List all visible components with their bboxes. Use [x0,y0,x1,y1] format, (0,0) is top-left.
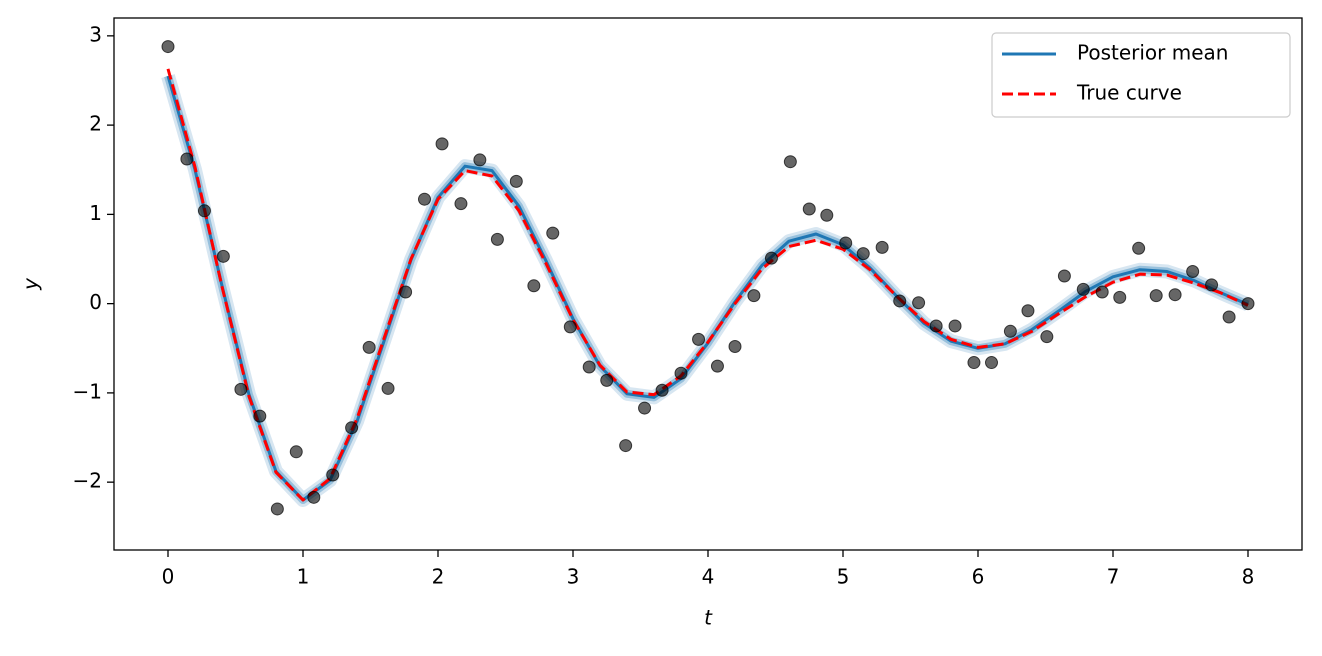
data-point [435,137,449,151]
x-tick-label: 2 [432,565,445,589]
data-point [161,40,175,54]
y-tick-label: −2 [73,469,102,493]
data-point [619,439,633,453]
y-axis-label: y [19,277,43,291]
data-point [1205,278,1219,292]
x-tick-label: 0 [162,565,175,589]
y-tick-label: 2 [89,112,102,136]
data-point [875,240,889,254]
data-point [783,155,797,169]
data-point [839,236,853,250]
data-point [692,332,706,346]
data-point [1241,297,1255,311]
data-point [1095,285,1109,299]
data-point [1113,290,1127,304]
data-point [454,197,468,211]
data-point [600,373,614,387]
data-point [563,320,577,334]
data-point [1003,324,1017,338]
series-line [166,68,1249,502]
x-tick-label: 3 [567,565,580,589]
plot-frame [113,17,1303,551]
data-point [326,468,340,482]
data-point [985,356,998,370]
data-point [820,208,834,222]
data-point [710,359,724,373]
data-point [747,289,761,303]
data-point [929,319,943,333]
x-tick-label: 4 [702,565,715,589]
legend-box [991,32,1291,118]
data-point [764,251,778,265]
x-tick-label: 8 [1242,565,1255,589]
x-axis-label: t [704,606,713,630]
y-tick-label: 3 [89,22,102,46]
data-point [1168,288,1182,302]
data-point [856,247,870,261]
data-point [197,204,211,218]
data-point [912,296,926,310]
data-point [893,294,907,308]
data-point [180,152,194,166]
data-point [1040,330,1054,344]
data-point [728,339,742,353]
data-point [345,421,359,435]
data-point [1186,265,1200,279]
data-point [509,174,523,188]
legend-label: True curve [1076,81,1182,105]
data-point [253,409,267,423]
data-point [1076,282,1090,296]
data-point [802,202,816,216]
data-point [234,382,248,396]
x-tick-label: 6 [972,565,985,589]
data-point [948,319,962,333]
data-point [1222,310,1236,324]
data-point [674,366,688,380]
y-tick-label: 1 [89,201,102,225]
data-point [546,226,560,240]
legend-label: Posterior mean [1077,41,1228,65]
x-tick-label: 7 [1107,565,1120,589]
x-tick-label: 5 [837,565,850,589]
data-point [967,356,981,370]
data-point [381,381,395,395]
data-point [418,192,431,206]
data-point [1021,304,1035,318]
data-point [1132,241,1146,255]
data-point [270,502,284,516]
data-point [473,153,487,167]
data-point [289,445,303,459]
data-point [399,285,413,299]
data-point [1149,289,1163,303]
y-tick-label: 0 [89,290,102,314]
data-point [1057,269,1071,283]
data-point [307,490,321,504]
y-tick-label: −1 [73,379,102,403]
x-tick-label: 1 [297,565,310,589]
data-point [582,360,596,374]
data-point [638,401,652,415]
data-point [216,249,230,263]
data-point [527,279,541,293]
data-point [490,232,504,246]
plot-area [161,40,1255,516]
data-point [362,340,376,354]
data-point [655,383,669,397]
